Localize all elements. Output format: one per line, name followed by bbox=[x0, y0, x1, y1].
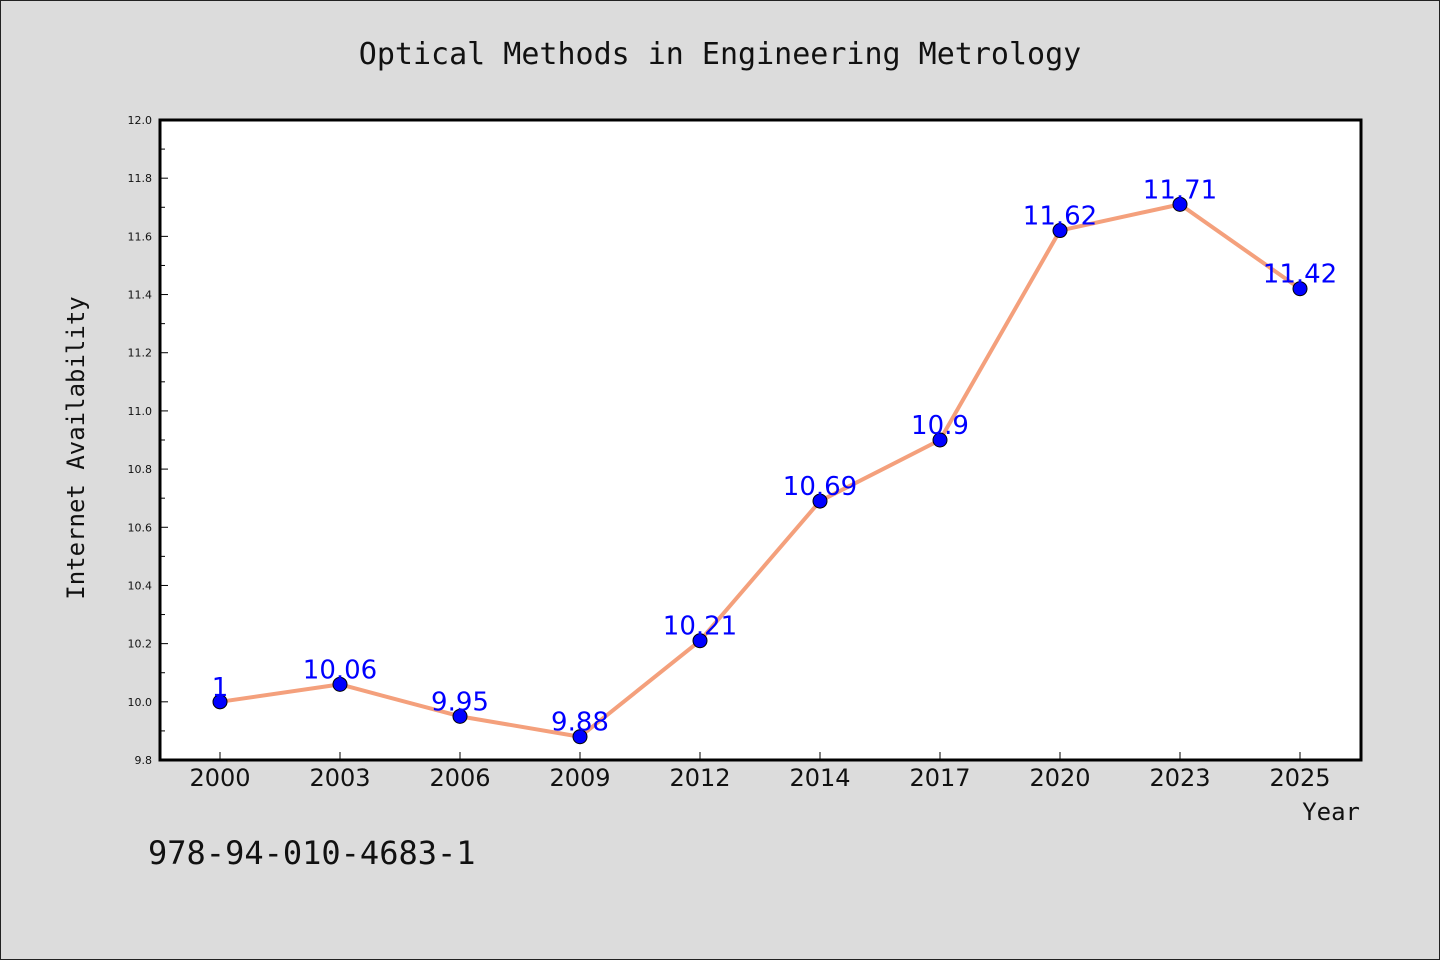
y-tick-label: 10.4 bbox=[128, 579, 153, 592]
data-label: 10.9 bbox=[911, 411, 969, 441]
y-tick-label: 11.6 bbox=[128, 230, 153, 243]
data-point bbox=[692, 633, 708, 649]
data-point bbox=[1292, 281, 1308, 297]
data-point bbox=[932, 432, 948, 448]
x-tick-label: 2012 bbox=[669, 764, 730, 792]
y-tick-label: 12.0 bbox=[128, 114, 153, 127]
data-point bbox=[1172, 196, 1188, 212]
y-tick-label: 10.0 bbox=[128, 696, 153, 709]
data-label: 9.88 bbox=[551, 708, 609, 738]
x-tick-label: 2006 bbox=[429, 764, 490, 792]
x-tick-label: 2025 bbox=[1269, 764, 1330, 792]
x-tick-label: 2020 bbox=[1029, 764, 1090, 792]
x-tick-label: 2017 bbox=[909, 764, 970, 792]
y-tick-label: 11.8 bbox=[128, 172, 153, 185]
x-tick-label: 2023 bbox=[1149, 764, 1210, 792]
y-tick-label: 9.8 bbox=[135, 754, 153, 767]
data-point bbox=[212, 694, 228, 710]
data-point bbox=[332, 676, 348, 692]
y-tick-label: 11.2 bbox=[128, 347, 153, 360]
data-label: 11.62 bbox=[1023, 202, 1097, 232]
data-label: 11.42 bbox=[1263, 260, 1337, 290]
y-tick-label: 10.8 bbox=[128, 463, 153, 476]
data-label: 1 bbox=[212, 673, 229, 703]
chart-title: Optical Methods in Engineering Metrology bbox=[359, 37, 1081, 72]
x-tick-label: 2000 bbox=[189, 764, 250, 792]
series-line bbox=[219, 202, 1302, 739]
data-label: 10.69 bbox=[783, 472, 857, 502]
y-tick-label: 11.4 bbox=[128, 289, 153, 302]
x-tick-label: 2014 bbox=[789, 764, 850, 792]
data-point bbox=[572, 729, 588, 745]
x-axis: 2000 2003 2006 2009 2012 2014 2017 2020 2023 2025 bbox=[189, 752, 1331, 792]
y-tick-label: 11.0 bbox=[128, 405, 153, 418]
y-tick-label: 10.2 bbox=[128, 638, 153, 651]
data-label: 10.06 bbox=[303, 655, 377, 685]
x-axis-label: Year bbox=[1302, 798, 1360, 826]
data-labels: 1 10.06 9.95 9.88 10.21 10.69 10.9 11.62 11.71 11… bbox=[212, 175, 1337, 737]
data-point bbox=[452, 708, 468, 724]
data-point bbox=[812, 493, 828, 509]
y-axis: 9.8 10.0 10.2 10.4 10.6 10.8 11.0 11.2 11.4 11.6 1… bbox=[128, 114, 168, 767]
data-label: 10.21 bbox=[663, 612, 737, 642]
y-axis-label: Internet Availability bbox=[62, 296, 90, 599]
x-tick-label: 2009 bbox=[549, 764, 610, 792]
data-label: 11.71 bbox=[1143, 175, 1217, 205]
x-tick-label: 2003 bbox=[309, 764, 370, 792]
plot-area bbox=[158, 118, 1363, 762]
data-point bbox=[1052, 223, 1068, 239]
data-label: 9.95 bbox=[431, 687, 489, 717]
y-tick-label: 10.6 bbox=[128, 521, 153, 534]
series-markers bbox=[212, 196, 1308, 745]
footnote-isbn: 978-94-010-4683-1 bbox=[148, 834, 476, 872]
